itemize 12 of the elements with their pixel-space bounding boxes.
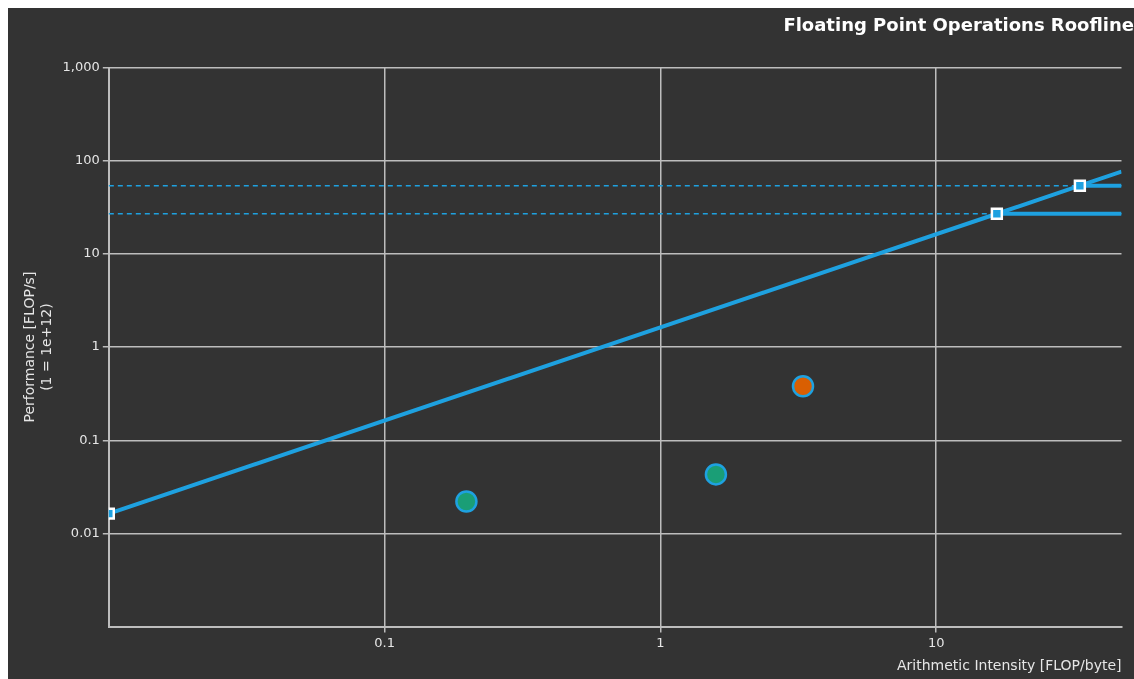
x-tick-label: 10: [927, 634, 945, 650]
y-tick-label: 100: [74, 152, 100, 168]
x-tick-label: 0.1: [374, 634, 395, 650]
y-tick-label: 1: [91, 338, 100, 354]
y-tick-label: 10: [83, 245, 100, 261]
y-tick-label: 1,000: [62, 58, 100, 74]
x-axis-title: Arithmetic Intensity [FLOP/byte]: [897, 657, 1122, 674]
x-tick-label: 1: [656, 634, 665, 650]
chart-title: Floating Point Operations Roofline: [783, 14, 1134, 36]
y-axis-title: Performance [FLOP/s] (1 = 1e+12): [21, 271, 54, 423]
y-tick-label: 0.1: [79, 431, 100, 447]
y-tick-label: 0.01: [70, 524, 100, 540]
